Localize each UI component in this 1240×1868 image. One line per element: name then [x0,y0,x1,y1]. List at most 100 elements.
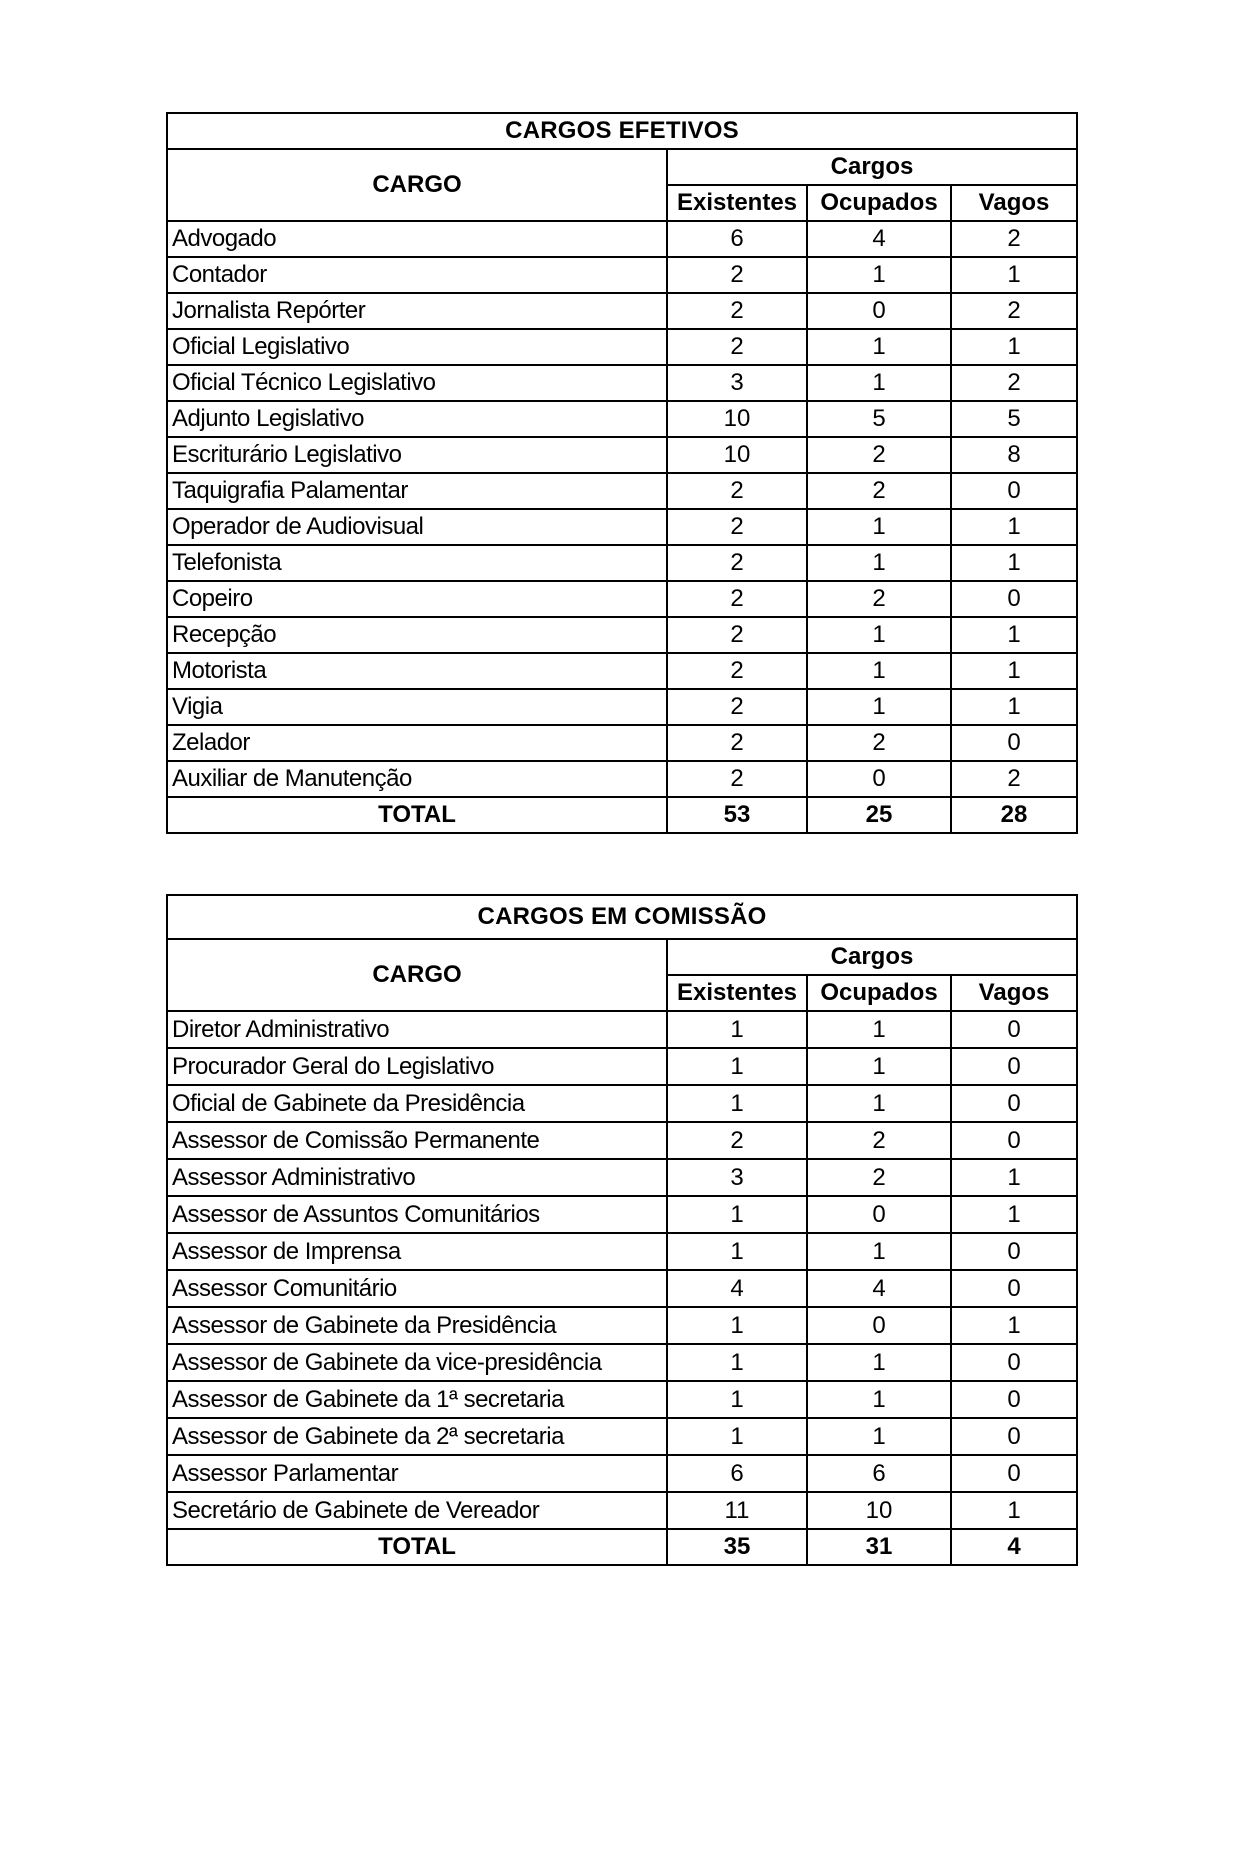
ocupados-cell: 1 [806,1343,952,1382]
cargo-cell: Assessor de Gabinete da Presidência [166,1306,668,1345]
existentes-cell: 2 [666,616,808,654]
column-header-cargo: CARGO [166,938,668,1012]
existentes-cell: 2 [666,652,808,690]
cargo-cell: Assessor de Assuntos Comunitários [166,1195,668,1234]
title-row: CARGOS EM COMISSÃO [165,894,1079,940]
total-row: TOTAL 53 25 28 [166,796,1079,834]
cargo-cell: Diretor Administrativo [166,1010,668,1049]
cargo-cell: Oficial de Gabinete da Presidência [166,1084,668,1123]
vagos-cell: 1 [949,256,1079,294]
table-row: Oficial Técnico Legislativo 3 1 2 [166,364,1079,402]
vagos-cell: 2 [949,364,1079,402]
table-row: Contador 2 1 1 [166,256,1079,294]
ocupados-cell: 2 [806,436,952,474]
vagos-cell: 2 [949,220,1079,258]
table-row: Copeiro 2 2 0 [166,580,1079,618]
table-title: CARGOS EM COMISSÃO [165,894,1079,940]
vagos-cell: 0 [949,1454,1079,1493]
cargo-cell: Recepção [166,616,668,654]
table-row: Auxiliar de Manutenção 2 0 2 [166,760,1079,798]
cargo-cell: Oficial Técnico Legislativo [166,364,668,402]
table-row: Assessor Parlamentar 6 6 0 [166,1454,1079,1493]
total-ocupados-cell: 31 [806,1528,952,1566]
ocupados-cell: 1 [806,616,952,654]
cargo-cell: Copeiro [166,580,668,618]
ocupados-cell: 10 [806,1491,952,1530]
existentes-cell: 2 [666,544,808,582]
ocupados-cell: 5 [806,400,952,438]
existentes-cell: 10 [666,400,808,438]
ocupados-cell: 0 [806,1306,952,1345]
table-row: Assessor de Assuntos Comunitários 1 0 1 [166,1195,1079,1234]
sub-header-row: Existentes Ocupados Vagos [167,184,1079,222]
table-row: Diretor Administrativo 1 1 0 [166,1010,1079,1049]
existentes-cell: 11 [666,1491,808,1530]
ocupados-cell: 1 [806,508,952,546]
vagos-cell: 1 [949,652,1079,690]
ocupados-cell: 2 [806,472,952,510]
existentes-cell: 1 [666,1232,808,1271]
existentes-cell: 2 [666,1121,808,1160]
table-row: Recepção 2 1 1 [166,616,1079,654]
cargo-cell: Adjunto Legislativo [166,400,668,438]
vagos-cell: 1 [949,688,1079,726]
vagos-cell: 1 [949,1195,1079,1234]
column-header-vagos: Vagos [949,974,1079,1012]
table-row: Jornalista Repórter 2 0 2 [166,292,1079,330]
ocupados-cell: 2 [806,1121,952,1160]
table-row: Assessor Administrativo 3 2 1 [166,1158,1079,1197]
existentes-cell: 6 [666,1454,808,1493]
table-row: Taquigrafia Palamentar 2 2 0 [166,472,1079,510]
cargo-cell: Auxiliar de Manutenção [166,760,668,798]
column-header-existentes: Existentes [666,184,808,222]
total-row: TOTAL 35 31 4 [166,1528,1079,1566]
cargo-cell: Assessor de Imprensa [166,1232,668,1271]
vagos-cell: 0 [949,1380,1079,1419]
existentes-cell: 2 [666,256,808,294]
cargo-cell: Assessor Parlamentar [166,1454,668,1493]
existentes-cell: 1 [666,1047,808,1086]
existentes-cell: 1 [666,1417,808,1456]
table-row: Secretário de Gabinete de Vereador 11 10 1 [166,1491,1079,1530]
total-existentes-cell: 35 [666,1528,808,1566]
vagos-cell: 1 [949,1306,1079,1345]
existentes-cell: 2 [666,724,808,762]
vagos-cell: 0 [949,1010,1079,1049]
ocupados-cell: 0 [806,292,952,330]
total-label-cell: TOTAL [166,796,668,834]
column-header-existentes: Existentes [666,974,808,1012]
ocupados-cell: 0 [806,760,952,798]
existentes-cell: 2 [666,688,808,726]
ocupados-cell: 1 [806,364,952,402]
total-ocupados-cell: 25 [806,796,952,834]
cargo-cell: Assessor de Comissão Permanente [166,1121,668,1160]
group-header-row: CARGO Cargos [166,148,1079,222]
group-header-row: CARGO Cargos [166,938,1079,1012]
vagos-cell: 0 [949,1269,1079,1308]
ocupados-cell: 1 [806,256,952,294]
ocupados-cell: 6 [806,1454,952,1493]
sub-header-row: Existentes Ocupados Vagos [167,974,1079,1012]
table-title: CARGOS EFETIVOS [165,112,1079,150]
existentes-cell: 2 [666,580,808,618]
table-row: Assessor de Gabinete da vice-presidência… [166,1343,1079,1382]
ocupados-cell: 0 [806,1195,952,1234]
column-header-ocupados: Ocupados [806,974,952,1012]
total-vagos-cell: 28 [949,796,1079,834]
existentes-cell: 6 [666,220,808,258]
column-group-header-cargos: Cargos [665,938,1079,976]
vagos-cell: 0 [949,1084,1079,1123]
vagos-cell: 8 [949,436,1079,474]
vagos-cell: 1 [949,544,1079,582]
existentes-cell: 2 [666,760,808,798]
cargo-cell: Jornalista Repórter [166,292,668,330]
vagos-cell: 0 [949,1047,1079,1086]
cargo-cell: Operador de Audiovisual [166,508,668,546]
existentes-cell: 1 [666,1084,808,1123]
title-row: CARGOS EFETIVOS [165,112,1079,150]
existentes-cell: 1 [666,1343,808,1382]
cargo-cell: Secretário de Gabinete de Vereador [166,1491,668,1530]
cargo-cell: Vigia [166,688,668,726]
existentes-cell: 3 [666,1158,808,1197]
vagos-cell: 1 [949,508,1079,546]
